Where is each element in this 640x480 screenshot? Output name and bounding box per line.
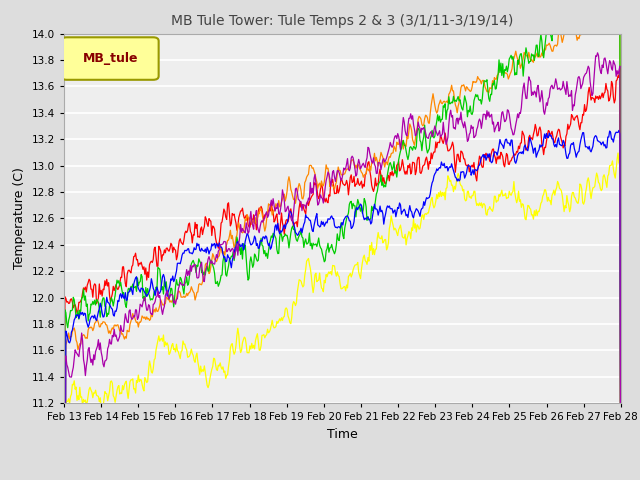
- Tul2_Ts-2: [600, 10, 608, 16]
- Tul2_Ts-8: [388, 218, 396, 224]
- Tul3_Ts-8: [432, 128, 440, 133]
- Tul2_Ts-2: [312, 176, 320, 181]
- Tul2_Ts-8: [312, 270, 320, 276]
- Tul2_Ts-8: [159, 338, 166, 344]
- Tul2_Ts-2: [479, 77, 487, 83]
- Tul3_Ts-2: [312, 214, 320, 220]
- FancyBboxPatch shape: [61, 37, 159, 80]
- Line: Tul3_Ts-8: Tul3_Ts-8: [64, 53, 621, 480]
- Tul2_Tw+4: [479, 164, 487, 170]
- Tul2_Ts-2: [204, 261, 211, 266]
- Tul2_Ts-2: [388, 150, 396, 156]
- Tul3_Ts-2: [159, 274, 166, 279]
- Tul3_Tw+4: [388, 167, 396, 173]
- Tul3_Ts-8: [479, 111, 487, 117]
- Tul2_Tw+4: [204, 221, 211, 227]
- Tul3_Tw+4: [479, 85, 487, 91]
- Tul2_Tw+4: [388, 168, 396, 174]
- Text: MB_tule: MB_tule: [83, 52, 138, 65]
- Line: Tul2_Ts-8: Tul2_Ts-8: [64, 153, 621, 480]
- Line: Tul3_Ts-2: Tul3_Ts-2: [64, 131, 621, 480]
- Tul2_Tw+4: [312, 180, 320, 186]
- Tul3_Ts-2: [615, 128, 623, 133]
- X-axis label: Time: Time: [327, 428, 358, 441]
- Tul3_Tw+4: [159, 284, 166, 289]
- Tul2_Tw+4: [159, 252, 166, 258]
- Line: Tul2_Ts-2: Tul2_Ts-2: [64, 13, 621, 480]
- Tul3_Tw+4: [204, 264, 211, 269]
- Tul3_Ts-2: [388, 206, 396, 212]
- Tul3_Ts-8: [204, 262, 211, 267]
- Tul2_Ts-8: [204, 383, 211, 388]
- Tul3_Ts-2: [432, 169, 440, 175]
- Line: Tul3_Tw+4: Tul3_Tw+4: [64, 0, 621, 480]
- Tul2_Ts-2: [159, 302, 166, 308]
- Tul3_Tw+4: [432, 124, 440, 130]
- Tul2_Ts-8: [614, 150, 622, 156]
- Y-axis label: Temperature (C): Temperature (C): [13, 168, 26, 269]
- Tul3_Ts-8: [159, 312, 166, 317]
- Tul2_Ts-2: [432, 108, 440, 113]
- Title: MB Tule Tower: Tule Temps 2 & 3 (3/1/11-3/19/14): MB Tule Tower: Tule Temps 2 & 3 (3/1/11-…: [172, 14, 513, 28]
- Tul2_Ts-2: [617, 479, 625, 480]
- Tul2_Tw+4: [432, 139, 440, 145]
- Tul2_Tw+4: [616, 65, 624, 71]
- Tul3_Tw+4: [312, 241, 320, 247]
- Tul2_Ts-8: [432, 198, 440, 204]
- Tul3_Ts-2: [204, 244, 211, 250]
- Tul3_Ts-8: [388, 144, 396, 150]
- Tul3_Ts-8: [312, 180, 320, 186]
- Line: Tul2_Tw+4: Tul2_Tw+4: [64, 68, 621, 480]
- Tul3_Ts-8: [594, 50, 602, 56]
- Tul2_Ts-8: [479, 201, 487, 207]
- Tul3_Ts-2: [479, 152, 487, 157]
